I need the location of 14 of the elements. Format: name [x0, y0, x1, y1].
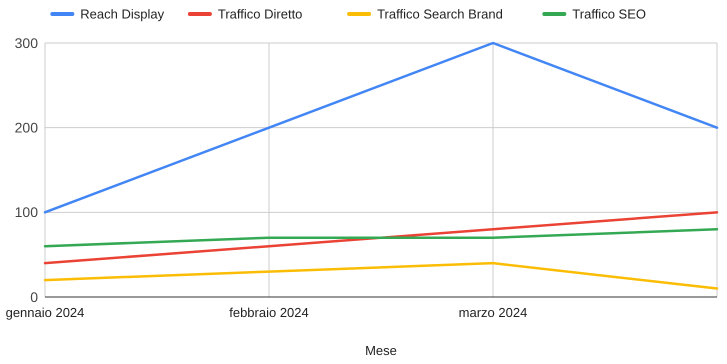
x-axis-title: Mese — [365, 343, 397, 358]
line-series — [44, 262, 718, 290]
x-tick-label: marzo 2024 — [458, 305, 528, 320]
legend-label: Reach Display — [80, 6, 165, 22]
legend-label: Traffico Diretto — [218, 6, 302, 22]
legend-label: Traffico Search Brand — [377, 6, 503, 22]
line-series — [44, 211, 718, 264]
y-tick-label: 300 — [14, 34, 38, 51]
y-tick-label: 100 — [14, 204, 38, 220]
legend-label: Traffico SEO — [572, 6, 646, 22]
x-tick-label: febbraio 2024 — [229, 305, 309, 320]
y-tick-label: 0 — [30, 288, 38, 305]
x-tick-label: gennaio 2024 — [6, 305, 84, 320]
y-tick-label: 200 — [14, 120, 38, 136]
